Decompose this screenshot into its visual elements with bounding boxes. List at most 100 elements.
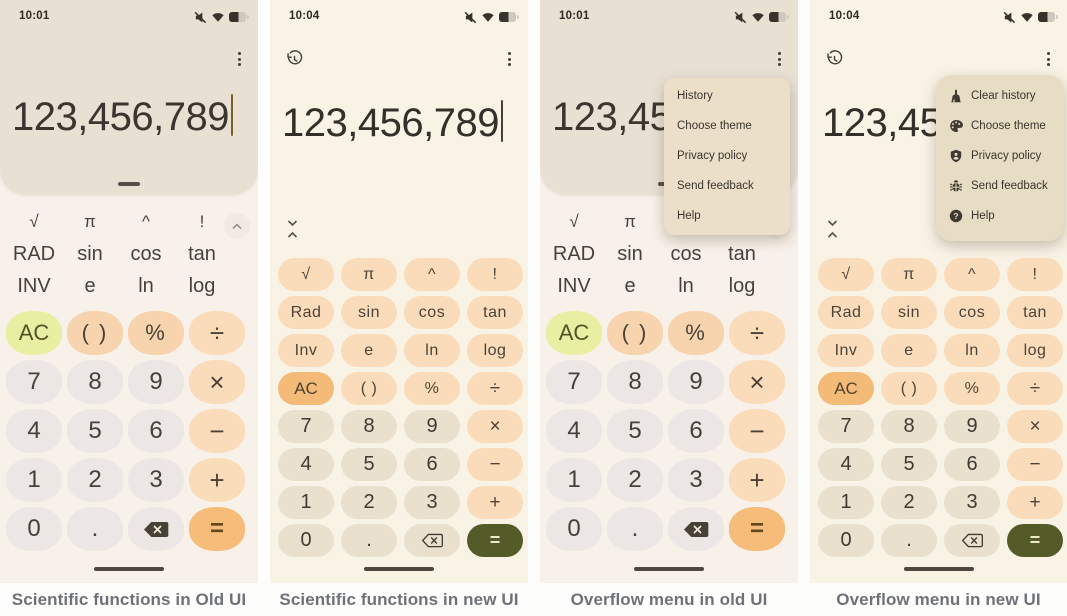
key-9[interactable]: 9	[128, 360, 184, 404]
equals-key[interactable]: =	[189, 507, 245, 551]
backspace-key[interactable]	[404, 524, 460, 557]
inv-key[interactable]: INV	[557, 274, 591, 297]
sin-key[interactable]: sin	[881, 296, 937, 329]
inv-key[interactable]: Inv	[278, 334, 334, 367]
key-9[interactable]: 9	[668, 360, 724, 404]
equals-key[interactable]: =	[1007, 524, 1063, 557]
key-9[interactable]: 9	[944, 410, 1000, 443]
key-6[interactable]: 6	[128, 409, 184, 453]
minus-key[interactable]: −	[467, 448, 523, 481]
divide-key[interactable]: ÷	[189, 311, 245, 355]
drag-handle[interactable]	[118, 182, 140, 186]
ln-key[interactable]: ln	[944, 334, 1000, 367]
menu-item-send-feedback[interactable]: Send feedback	[936, 171, 1064, 201]
sqrt-key[interactable]: √	[278, 258, 334, 291]
pi-key[interactable]: π	[84, 212, 96, 231]
collapse-expand-button[interactable]	[827, 219, 838, 244]
key-0[interactable]: 0	[818, 524, 874, 557]
key-7[interactable]: 7	[6, 360, 62, 404]
factorial-key[interactable]: !	[1007, 258, 1063, 291]
ln-key[interactable]: ln	[138, 274, 154, 297]
history-button[interactable]	[285, 50, 304, 74]
power-key[interactable]: ^	[142, 212, 150, 231]
key-4[interactable]: 4	[546, 409, 602, 453]
e-key[interactable]: e	[341, 334, 397, 367]
decimal-key[interactable]: .	[67, 507, 123, 551]
minus-key[interactable]: −	[189, 409, 245, 453]
menu-item-choose-theme[interactable]: Choose theme	[677, 120, 752, 132]
key-6[interactable]: 6	[944, 448, 1000, 481]
rad-key[interactable]: RAD	[552, 242, 596, 265]
home-indicator[interactable]	[903, 567, 974, 571]
key-6[interactable]: 6	[668, 409, 724, 453]
key-2[interactable]: 2	[881, 486, 937, 519]
menu-item-privacy-policy[interactable]: Privacy policy	[936, 141, 1064, 171]
key-7[interactable]: 7	[818, 410, 874, 443]
backspace-key[interactable]	[944, 524, 1000, 557]
decimal-key[interactable]: .	[341, 524, 397, 557]
collapse-button[interactable]	[224, 213, 250, 239]
parentheses-key[interactable]: ( )	[341, 372, 397, 405]
ac-key[interactable]: AC	[278, 372, 334, 405]
menu-item-privacy-policy[interactable]: Privacy policy	[677, 150, 748, 162]
menu-item-clear-history[interactable]: Clear history	[936, 81, 1064, 111]
percent-key[interactable]: %	[944, 372, 1000, 405]
key-0[interactable]: 0	[278, 524, 334, 557]
pi-key[interactable]: π	[341, 258, 397, 291]
key-4[interactable]: 4	[278, 448, 334, 481]
percent-key[interactable]: %	[404, 372, 460, 405]
divide-key[interactable]: ÷	[467, 372, 523, 405]
ln-key[interactable]: ln	[404, 334, 460, 367]
key-1[interactable]: 1	[278, 486, 334, 519]
pi-key[interactable]: π	[881, 258, 937, 291]
plus-key[interactable]: +	[467, 486, 523, 519]
cos-key[interactable]: cos	[404, 296, 460, 329]
key-5[interactable]: 5	[67, 409, 123, 453]
key-0[interactable]: 0	[6, 507, 62, 551]
menu-item-history[interactable]: History	[677, 90, 713, 102]
sqrt-key[interactable]: √	[818, 258, 874, 291]
pi-key[interactable]: π	[624, 212, 636, 231]
equals-key[interactable]: =	[467, 524, 523, 557]
key-1[interactable]: 1	[818, 486, 874, 519]
inv-key[interactable]: INV	[17, 274, 51, 297]
minus-key[interactable]: −	[1007, 448, 1063, 481]
ac-key[interactable]: AC	[818, 372, 874, 405]
sin-key[interactable]: sin	[77, 242, 103, 265]
collapse-expand-button[interactable]	[287, 219, 298, 244]
divide-key[interactable]: ÷	[1007, 372, 1063, 405]
equals-key[interactable]: =	[729, 507, 785, 551]
decimal-key[interactable]: .	[881, 524, 937, 557]
menu-item-help[interactable]: Help	[677, 210, 701, 222]
backspace-key[interactable]	[128, 507, 184, 551]
parentheses-key[interactable]: ( )	[607, 311, 663, 355]
more-options-button[interactable]	[504, 50, 515, 68]
key-5[interactable]: 5	[607, 409, 663, 453]
home-indicator[interactable]	[94, 567, 164, 571]
cos-key[interactable]: cos	[944, 296, 1000, 329]
ac-key[interactable]: AC	[6, 311, 62, 355]
key-4[interactable]: 4	[818, 448, 874, 481]
key-9[interactable]: 9	[404, 410, 460, 443]
factorial-key[interactable]: !	[467, 258, 523, 291]
rad-key[interactable]: Rad	[278, 296, 334, 329]
key-3[interactable]: 3	[404, 486, 460, 519]
key-8[interactable]: 8	[607, 360, 663, 404]
key-2[interactable]: 2	[341, 486, 397, 519]
sqrt-key[interactable]: √	[569, 212, 579, 231]
home-indicator[interactable]	[634, 567, 704, 571]
e-key[interactable]: e	[624, 274, 636, 297]
home-indicator[interactable]	[364, 567, 434, 571]
sin-key[interactable]: sin	[341, 296, 397, 329]
menu-item-help[interactable]: ? Help	[936, 201, 1064, 231]
plus-key[interactable]: +	[729, 458, 785, 502]
cos-key[interactable]: cos	[130, 242, 162, 265]
parentheses-key[interactable]: ( )	[67, 311, 123, 355]
key-7[interactable]: 7	[546, 360, 602, 404]
minus-key[interactable]: −	[729, 409, 785, 453]
cos-key[interactable]: cos	[670, 242, 702, 265]
percent-key[interactable]: %	[128, 311, 184, 355]
log-key[interactable]: log	[467, 334, 523, 367]
tan-key[interactable]: tan	[1007, 296, 1063, 329]
more-options-button[interactable]	[774, 50, 785, 68]
